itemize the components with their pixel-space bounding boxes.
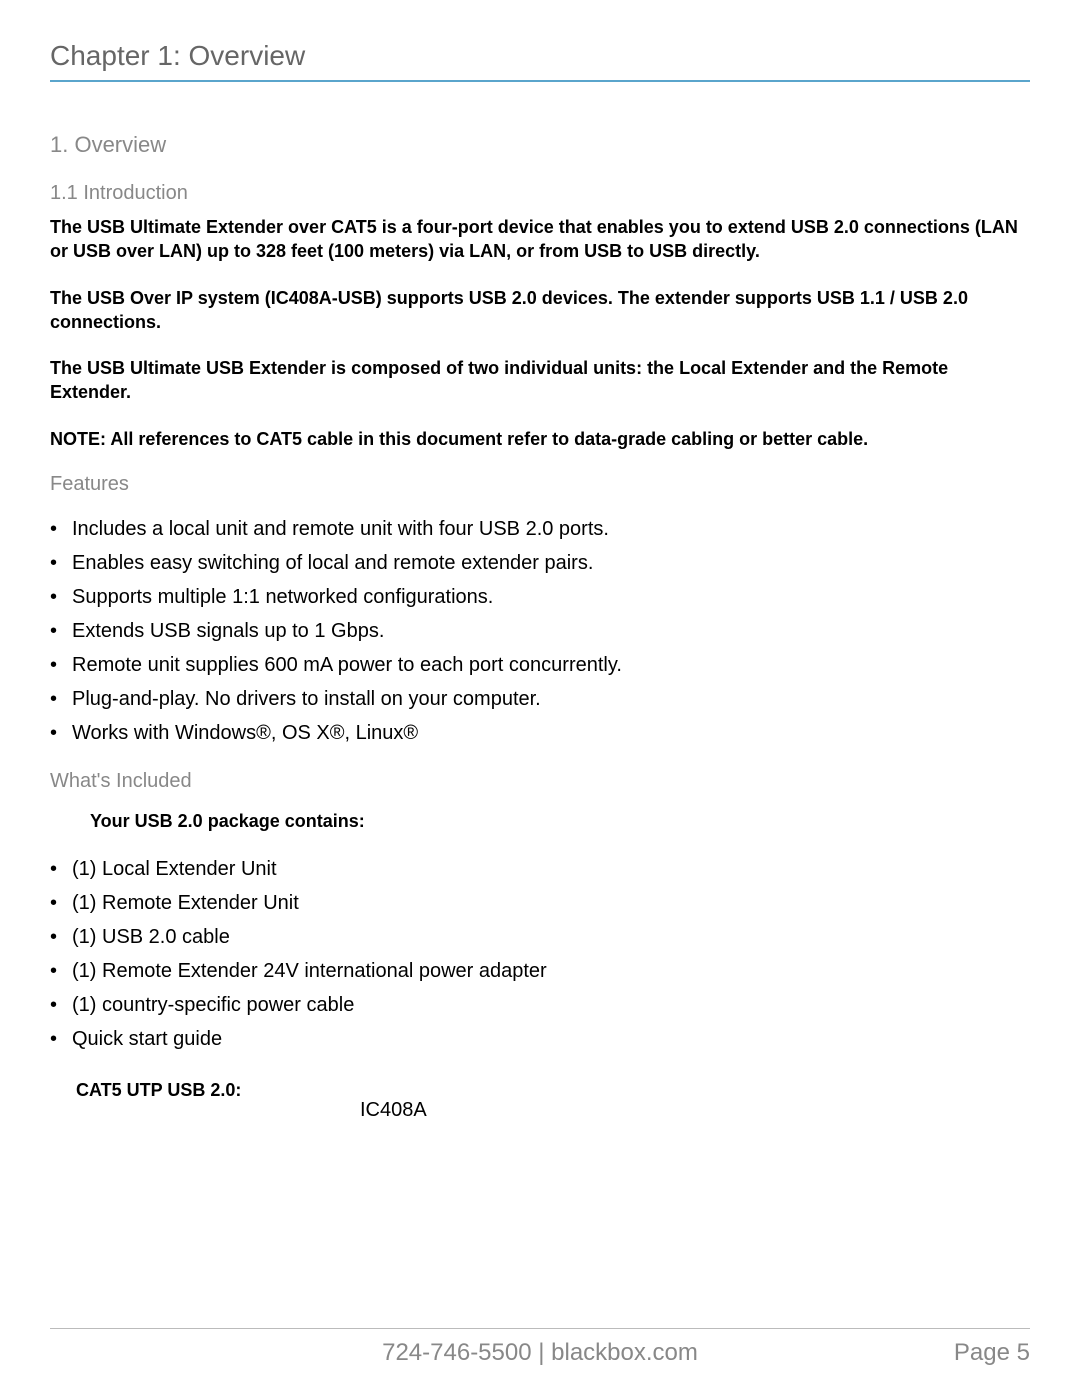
feature-item: Extends USB signals up to 1 Gbps. xyxy=(50,614,1030,648)
package-item: (1) country-specific power cable xyxy=(50,988,1030,1022)
intro-paragraph-1: The USB Ultimate Extender over CAT5 is a… xyxy=(50,215,1030,264)
package-list: (1) Local Extender Unit (1) Remote Exten… xyxy=(50,852,1030,1056)
feature-item: Plug-and-play. No drivers to install on … xyxy=(50,682,1030,716)
features-heading: Features xyxy=(50,473,1030,496)
intro-paragraph-2: The USB Over IP system (IC408A-USB) supp… xyxy=(50,286,1030,335)
package-item: (1) Local Extender Unit xyxy=(50,852,1030,886)
whats-included-heading: What's Included xyxy=(50,770,1030,793)
cat5-label: CAT5 UTP USB 2.0: xyxy=(50,1080,241,1100)
subsection-title: 1.1 Introduction xyxy=(50,182,1030,205)
feature-item: Enables easy switching of local and remo… xyxy=(50,546,1030,580)
package-item: Quick start guide xyxy=(50,1022,1030,1056)
package-item: (1) Remote Extender Unit xyxy=(50,886,1030,920)
note-text: NOTE: All references to CAT5 cable in th… xyxy=(50,427,1030,451)
feature-item: Remote unit supplies 600 mA power to eac… xyxy=(50,648,1030,682)
intro-paragraph-3: The USB Ultimate USB Extender is compose… xyxy=(50,356,1030,405)
cat5-row: CAT5 UTP USB 2.0: xyxy=(50,1080,1030,1101)
section-title: 1. Overview xyxy=(50,132,1030,158)
feature-list: Includes a local unit and remote unit wi… xyxy=(50,512,1030,750)
package-item: (1) Remote Extender 24V international po… xyxy=(50,954,1030,988)
footer-center-text: 724-746-5500 | blackbox.com xyxy=(382,1339,698,1366)
cat5-value: IC408A xyxy=(50,1099,1030,1122)
package-head: Your USB 2.0 package contains: xyxy=(50,811,1030,832)
feature-item: Includes a local unit and remote unit wi… xyxy=(50,512,1030,546)
page-footer: 724-746-5500 | blackbox.com Page 5 xyxy=(50,1328,1030,1367)
feature-item: Works with Windows®, OS X®, Linux® xyxy=(50,716,1030,750)
feature-item: Supports multiple 1:1 networked configur… xyxy=(50,580,1030,614)
footer-page-number: Page 5 xyxy=(954,1339,1030,1367)
chapter-header: Chapter 1: Overview xyxy=(50,40,1030,82)
package-item: (1) USB 2.0 cable xyxy=(50,920,1030,954)
